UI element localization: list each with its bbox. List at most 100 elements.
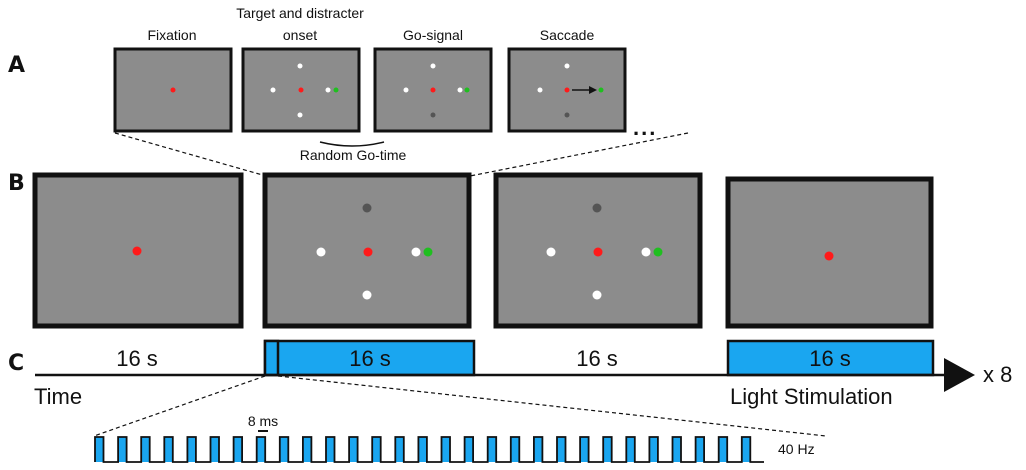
screen-b-1	[32, 172, 244, 329]
panel-label-a: A	[8, 53, 25, 78]
pulse-width-label: 8 ms	[248, 413, 278, 429]
light-pulse	[418, 437, 427, 462]
light-pulse	[718, 437, 728, 462]
screen-b-4	[725, 176, 934, 329]
target-dot	[598, 87, 604, 93]
distracter-dot	[297, 63, 303, 69]
distracter-dot	[316, 247, 326, 257]
title-onset: onset	[283, 27, 317, 43]
random-go-time-label: Random Go-time	[300, 147, 407, 163]
title-target-distracter: Target and distracter	[236, 5, 364, 21]
distracter-dot	[641, 247, 651, 257]
light-pulse	[695, 437, 705, 462]
time-axis-arrowhead	[944, 358, 975, 392]
pulse-train	[94, 436, 764, 463]
distracter-dot	[411, 247, 421, 257]
go-signal-dot	[430, 112, 436, 118]
distracter-dot	[362, 290, 372, 300]
fixation-dot	[132, 246, 142, 256]
frequency-label: 40 Hz	[778, 441, 815, 457]
fixation-dot	[363, 247, 373, 257]
light-block-1	[263, 339, 476, 377]
target-dot	[333, 87, 339, 93]
repeat-label: x 8	[983, 362, 1012, 387]
panel-label-b: B	[8, 171, 25, 196]
random-go-time-bracket	[319, 141, 385, 147]
distracter-dot	[546, 247, 556, 257]
light-pulse	[256, 437, 266, 462]
light-pulse	[326, 437, 335, 462]
screen-a-fixation	[113, 47, 233, 133]
distracter-dot	[430, 63, 436, 69]
time-label: Time	[34, 384, 82, 409]
ellipsis: ...	[633, 115, 657, 140]
fixation-dot	[824, 251, 834, 261]
light-pulse	[626, 437, 635, 462]
light-pulse	[210, 437, 219, 462]
light-pulse	[118, 437, 127, 462]
screen-a-saccade	[507, 47, 627, 133]
light-pulse	[533, 437, 543, 462]
block-duration-1: 16 s	[116, 346, 158, 371]
light-pulse	[372, 437, 381, 462]
distracter-dot	[564, 63, 570, 69]
distracter-dot	[270, 87, 276, 93]
pulse-zoom-line-left	[93, 375, 266, 437]
light-pulse	[672, 437, 681, 462]
light-stimulation-label: Light Stimulation	[730, 384, 893, 409]
target-dot	[464, 87, 470, 93]
distracter-dot	[297, 112, 303, 118]
block-duration-4: 16 s	[809, 346, 851, 371]
title-fixation: Fixation	[147, 27, 196, 43]
distracter-dot	[403, 87, 409, 93]
zoom-line-right	[469, 132, 689, 177]
light-pulse	[557, 437, 566, 462]
screen-a-target-onset	[241, 47, 361, 133]
distracter-dot	[537, 87, 543, 93]
light-pulse	[279, 437, 289, 462]
title-saccade: Saccade	[540, 27, 595, 43]
light-pulse	[441, 437, 450, 462]
light-pulse	[649, 437, 658, 462]
light-pulse	[233, 437, 243, 462]
distracter-dot	[457, 87, 463, 93]
fixation-dot	[593, 247, 603, 257]
light-pulse	[603, 437, 612, 462]
light-pulse	[302, 437, 312, 462]
go-signal-dot	[592, 203, 602, 213]
distracter-dot	[325, 87, 331, 93]
target-dot	[423, 247, 433, 257]
distracter-dot	[592, 290, 602, 300]
light-pulse	[141, 437, 150, 462]
light-pulse	[580, 437, 589, 462]
light-pulse	[395, 437, 404, 462]
block-duration-2: 16 s	[349, 346, 391, 371]
zoom-line-left	[114, 132, 267, 177]
light-pulse	[349, 437, 358, 462]
pulse-zoom-line-right	[277, 375, 827, 437]
light-pulse	[187, 437, 196, 462]
target-dot	[653, 247, 663, 257]
fixation-dot	[430, 87, 436, 93]
panel-label-c: C	[8, 351, 24, 376]
fixation-dot	[298, 87, 304, 93]
title-go-signal: Go-signal	[403, 27, 463, 43]
light-pulse	[741, 437, 751, 462]
light-pulse	[164, 437, 173, 462]
light-pulse	[464, 437, 474, 462]
pulse-zoom-box	[263, 339, 280, 377]
light-pulse	[487, 437, 497, 462]
block-duration-3: 16 s	[576, 346, 618, 371]
screen-b-3	[493, 172, 703, 329]
light-pulse	[95, 437, 104, 462]
go-signal-dot	[362, 203, 372, 213]
fixation-dot	[564, 87, 570, 93]
saccade-arrow-head	[589, 86, 597, 94]
pulse-train-outline	[94, 436, 764, 463]
go-signal-dot	[564, 112, 570, 118]
screen-b-2	[262, 172, 472, 329]
light-pulse	[510, 437, 520, 462]
screen-a-go-signal	[373, 47, 493, 133]
fixation-dot	[170, 87, 176, 93]
